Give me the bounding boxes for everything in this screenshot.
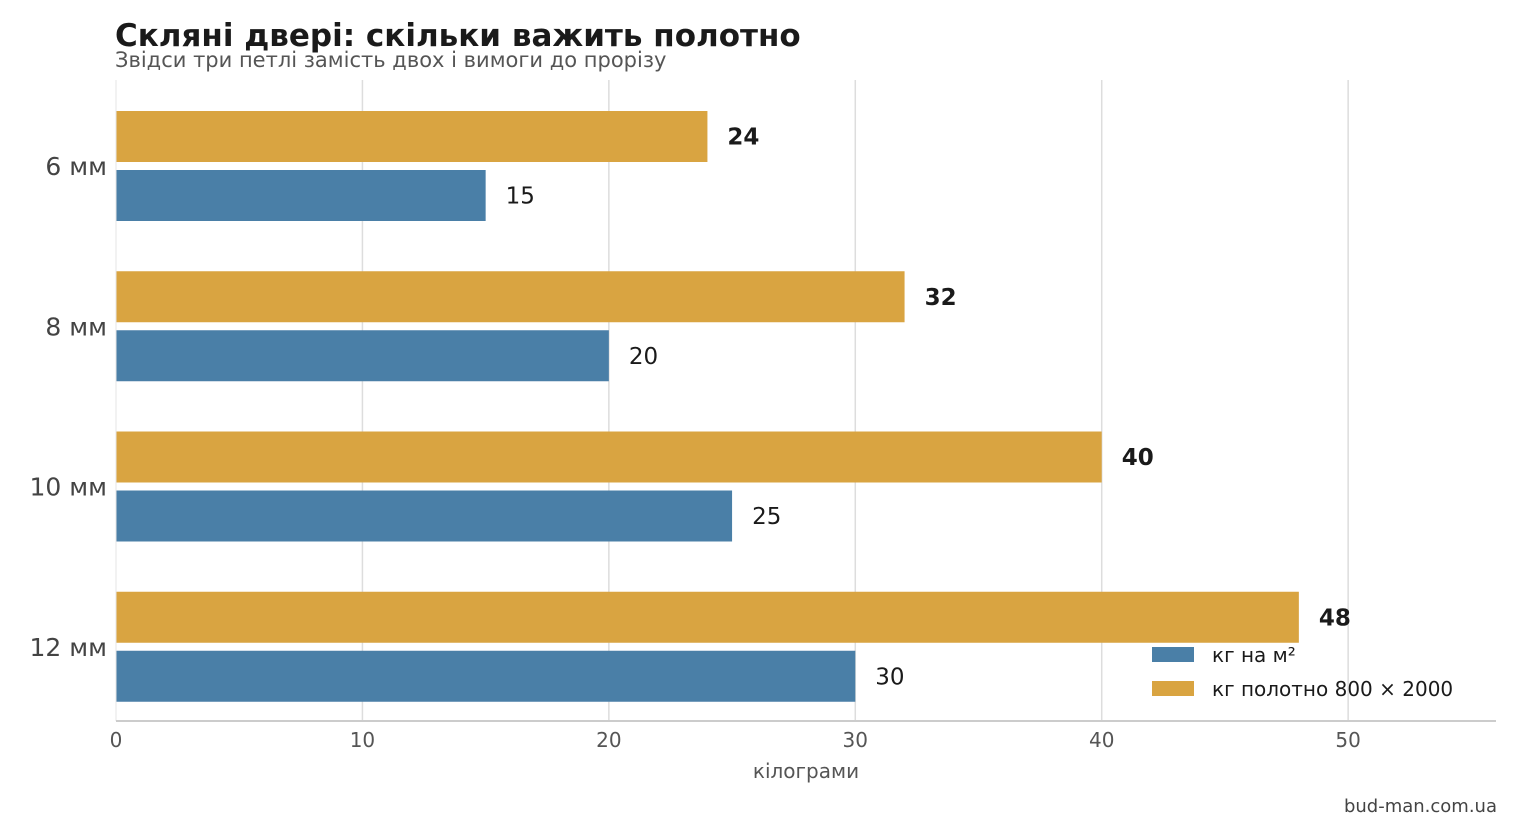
x-tick-label-20: 20 [596,728,621,752]
x-tick-label-30: 30 [843,728,868,752]
data-label-per-m2-2: 25 [752,504,781,530]
y-tick-label-0: 6 мм [45,152,107,181]
bar-leaf-3 [116,591,1299,643]
y-tick-label-1: 8 мм [45,312,107,341]
data-label-per-m2-0: 15 [506,184,535,210]
x-tick-label-10: 10 [350,728,375,752]
data-label-leaf-1: 32 [925,285,957,311]
y-tick-label-2: 10 мм [30,473,107,502]
data-label-leaf-3: 48 [1319,605,1351,631]
bar-leaf-1 [116,271,905,323]
data-label-leaf-0: 24 [727,125,759,151]
legend-swatch-1 [1152,681,1194,696]
bar-leaf-0 [116,111,708,162]
bar-per-m2-1 [116,330,609,382]
y-tick-label-3: 12 мм [30,633,107,662]
x-tick-label-50: 50 [1335,728,1360,752]
data-label-per-m2-1: 20 [629,344,658,370]
data-label-per-m2-3: 30 [875,664,904,690]
legend-swatch-0 [1152,647,1194,662]
x-tick-label-0: 0 [110,728,123,752]
legend-label-0: кг на м² [1212,643,1296,667]
x-axis-label: кілограми [753,759,859,783]
data-label-leaf-2: 40 [1122,445,1154,471]
bar-per-m2-3 [116,650,856,702]
source-credit: bud-man.com.ua [1343,796,1497,817]
bar-per-m2-2 [116,490,733,542]
legend-label-1: кг полотно 800 × 2000 [1212,677,1453,701]
bar-leaf-2 [116,431,1102,483]
x-tick-label-40: 40 [1089,728,1114,752]
bar-per-m2-0 [116,170,486,221]
chart-title: Скляні двері: скільки важить полотно [115,18,801,54]
chart-subtitle: Звідси три петлі замість двох і вимоги д… [115,48,667,72]
